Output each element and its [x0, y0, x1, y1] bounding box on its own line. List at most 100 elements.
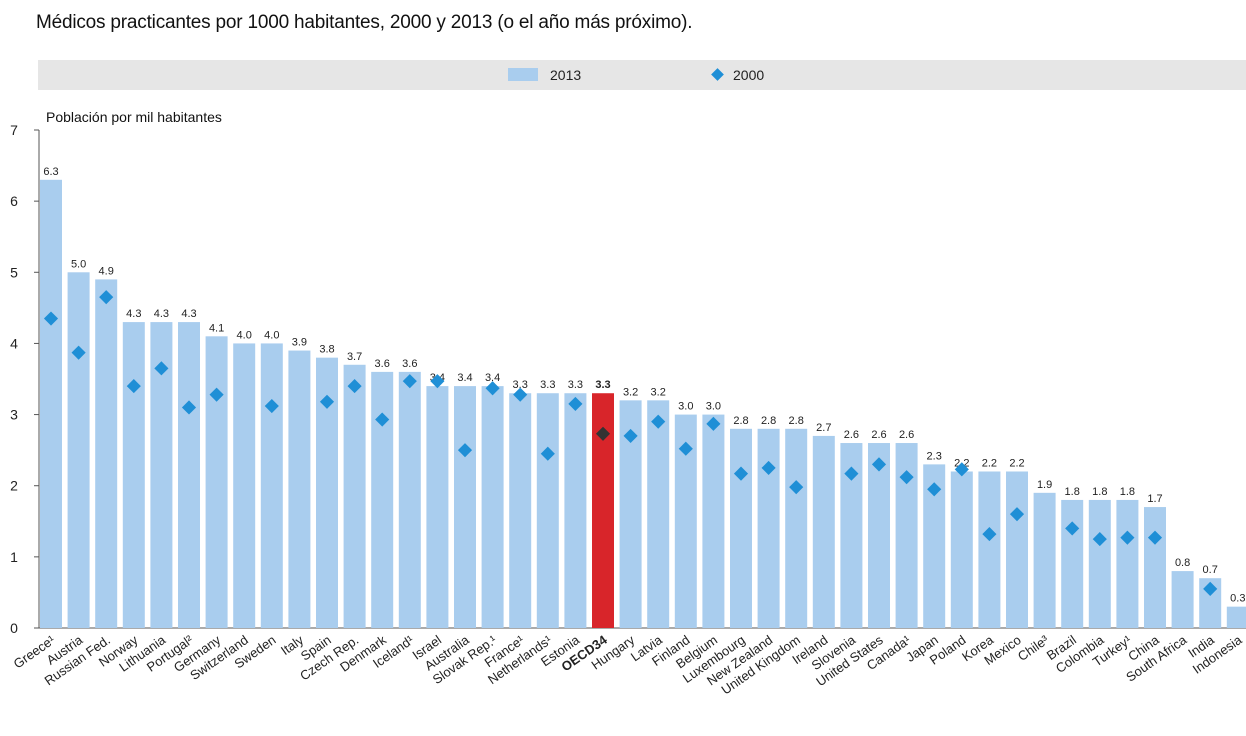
bar-value-label: 1.8 — [1092, 486, 1107, 498]
bar-value-label: 2.6 — [844, 429, 859, 441]
bar-value-label: 3.3 — [595, 379, 610, 391]
marker-2000 — [623, 428, 638, 443]
bar-2013 — [95, 279, 118, 628]
bar-value-label: 3.3 — [568, 379, 583, 391]
bar-value-label: 3.8 — [319, 344, 334, 356]
bar-value-label: 2.8 — [789, 415, 804, 427]
bar-value-label: 4.3 — [181, 308, 196, 320]
bar-value-label: 2.3 — [927, 450, 942, 462]
bar-2013 — [178, 322, 200, 628]
bar-2013 — [205, 336, 228, 628]
bar-value-label: 3.2 — [651, 386, 666, 398]
bar-value-label: 4.9 — [99, 265, 114, 277]
bar-2013 — [1116, 499, 1139, 628]
marker-2000 — [126, 379, 141, 394]
legend-bar-swatch — [508, 68, 538, 81]
bar-2013 — [674, 414, 697, 628]
marker-2000 — [1147, 530, 1163, 545]
bar-2013 — [316, 357, 338, 628]
bar-value-label: 1.8 — [1065, 486, 1080, 498]
bar-value-label: 2.6 — [871, 429, 886, 441]
bar-2013 — [288, 350, 311, 628]
bar-value-label: 3.4 — [485, 372, 500, 384]
marker-2000 — [954, 462, 969, 477]
bar-2013 — [40, 179, 62, 629]
bar-value-label: 2.2 — [1009, 457, 1024, 469]
bar-value-label: 4.1 — [209, 322, 224, 334]
marker-2000 — [899, 470, 914, 485]
bar-value-label: 3.2 — [623, 386, 638, 398]
bar-2013 — [343, 364, 366, 628]
y-tick-label: 2 — [10, 478, 18, 494]
bar-2013 — [67, 272, 90, 628]
bar-2013 — [454, 386, 476, 628]
bar-2013 — [812, 435, 835, 628]
chart-title: Médicos practicantes por 1000 habitantes… — [36, 12, 693, 33]
bar-2013 — [647, 400, 670, 628]
bar-2013 — [702, 414, 725, 628]
y-tick-label: 1 — [10, 549, 18, 565]
bar-value-label: 4.3 — [154, 308, 169, 320]
bar-value-label: 2.2 — [982, 457, 997, 469]
marker-2000 — [1203, 581, 1218, 596]
bar-value-label: 1.9 — [1037, 479, 1052, 491]
bar-value-label: 3.3 — [540, 379, 555, 391]
marker-2000 — [375, 412, 390, 427]
marker-2000 — [982, 527, 997, 542]
y-tick-label: 3 — [10, 407, 18, 423]
bar-value-label: 2.8 — [733, 415, 748, 427]
marker-2000 — [43, 311, 59, 326]
legend-band — [38, 60, 1246, 90]
bar-2013 — [1061, 499, 1084, 628]
bar-value-label: 2.8 — [761, 415, 776, 427]
bar-2013 — [895, 443, 918, 628]
bar-2013 — [150, 322, 173, 628]
marker-2000 — [871, 457, 887, 472]
bar-2013 — [1088, 499, 1111, 628]
bar-2013 — [1226, 606, 1246, 628]
marker-2000 — [154, 361, 169, 376]
marker-2000 — [430, 374, 445, 389]
marker-2000 — [761, 460, 776, 475]
bar-2013 — [592, 393, 614, 628]
bar-value-label: 3.7 — [347, 351, 362, 363]
bar-value-label: 0.3 — [1230, 593, 1245, 605]
bar-value-label: 4.0 — [237, 329, 252, 341]
bar-2013 — [757, 428, 780, 628]
bar-value-label: 3.3 — [513, 379, 528, 391]
marker-2000 — [209, 387, 224, 402]
markers-2000 — [43, 290, 1218, 596]
y-tick-label: 7 — [10, 122, 18, 138]
marker-2000 — [457, 443, 473, 458]
bar-value-label: 3.6 — [375, 358, 390, 370]
marker-2000 — [540, 446, 555, 461]
bar-2013 — [1199, 578, 1222, 628]
bar-value-label: 0.7 — [1203, 564, 1218, 576]
marker-2000 — [844, 466, 859, 481]
bar-value-label: 0.8 — [1175, 557, 1190, 569]
bar-2013 — [398, 371, 421, 628]
bars-2013 — [40, 179, 1246, 629]
bar-value-label: 3.9 — [292, 337, 307, 349]
bar-2013 — [730, 428, 752, 628]
marker-2000 — [595, 426, 611, 441]
y-tick-label: 5 — [10, 264, 18, 280]
marker-2000 — [264, 398, 279, 414]
marker-2000 — [485, 381, 500, 396]
bar-value-label: 4.0 — [264, 329, 279, 341]
bar-value-label: 1.7 — [1147, 493, 1162, 505]
bar-2013 — [1006, 471, 1028, 628]
bar-2013 — [260, 343, 283, 628]
marker-2000 — [568, 396, 583, 411]
bar-value-label: 3.4 — [457, 372, 472, 384]
bar-value-label: 2.6 — [899, 429, 914, 441]
bar-value-labels: 6.3 5.0 4.9 4.3 4.3 4.3 4.1 4.0 4.0 3.9 3.8 3.7 3.6 3… — [43, 166, 1245, 605]
bar-value-label: 3.0 — [706, 401, 721, 413]
marker-2000 — [513, 387, 528, 402]
bar-2013 — [509, 393, 532, 628]
marker-2000 — [789, 480, 804, 495]
y-tick-label: 0 — [10, 620, 18, 636]
marker-2000 — [71, 345, 86, 360]
